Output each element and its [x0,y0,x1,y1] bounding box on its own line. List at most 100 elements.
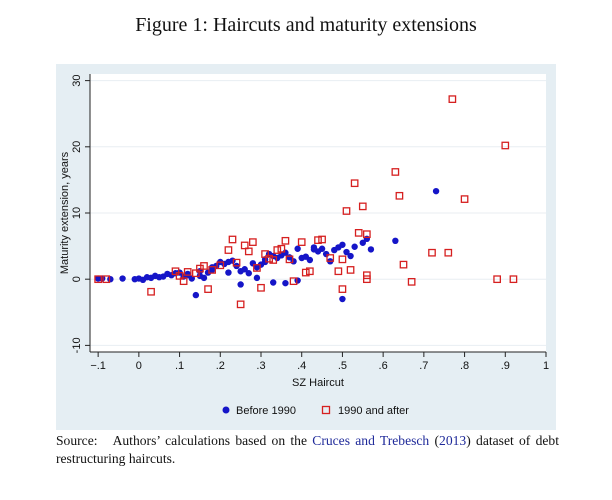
y-tick-label: 20 [71,141,83,153]
point-1990-and-after [269,256,278,264]
legend-marker-before [222,406,230,414]
point-1990-and-after [236,300,245,309]
point-1990-and-after [285,255,294,264]
point-1990-and-after [448,95,457,104]
point-before-1990 [432,187,440,195]
point-1990-and-after [428,248,436,257]
point-1990-and-after [179,277,188,286]
point-before-1990 [322,250,330,258]
point-1990-and-after [460,195,469,203]
point-1990-and-after [273,246,282,254]
point-1990-and-after [363,230,371,239]
point-1990-and-after [183,268,192,276]
point-1990-and-after [358,202,367,211]
point-1990-and-after [257,283,265,292]
point-1990-and-after [175,272,184,280]
point-1990-and-after [391,168,400,176]
y-tick-label: 30 [71,74,83,86]
point-1990-and-after [253,264,261,272]
y-tick-label: -10 [71,337,83,353]
point-before-1990 [253,274,261,282]
x-tick-label: −.1 [90,360,106,372]
point-1990-and-after [289,277,298,286]
point-1990-and-after [244,247,253,256]
source-text-after: dataset of debt restructuring haircuts. [56,433,559,466]
legend-label-after: 1990 and after [338,405,409,417]
point-1990-and-after [407,277,416,286]
x-tick-label: .2 [216,360,225,372]
point-before-1990 [237,281,244,288]
citation-year-link[interactable]: 2013 [439,433,467,448]
source-note: Source: Authors’ calculations based on t… [56,433,559,466]
point-1990-and-after [444,248,453,257]
point-before-1990 [343,248,350,256]
point-1990-and-after [326,254,335,262]
point-before-1990 [351,243,358,250]
y-tick-label: 0 [71,276,83,282]
point-1990-and-after [208,266,216,274]
data-points [94,95,518,309]
point-1990-and-after [493,275,501,284]
point-before-1990 [347,252,354,260]
point-1990-and-after [338,285,347,293]
y-ticks: -10 0 10 20 30 [71,74,90,353]
legend-label-before: Before 1990 [236,405,296,417]
point-1990-and-after [228,235,237,244]
point-before-1990 [363,235,371,243]
legend-marker-after [321,405,331,415]
x-ticks: −.1 0 .1 .2 .3 .4 .5 .6 .7 .8 .9 1 [90,352,549,372]
point-1990-and-after [102,275,111,284]
point-1990-and-after [171,267,180,276]
point-1990-and-after [232,258,241,267]
point-1990-and-after [509,275,518,284]
legend: Before 1990 1990 and after [222,405,409,417]
citation-link[interactable]: Cruces and Trebesch [312,433,430,448]
point-before-1990 [367,246,375,253]
point-1990-and-after [200,262,208,270]
point-before-1990 [318,245,326,252]
y-tick-label: 10 [71,207,83,219]
point-1990-and-after [261,250,269,258]
point-before-1990 [339,241,346,248]
point-1990-and-after [338,255,347,264]
point-1990-and-after [363,275,371,284]
point-before-1990 [294,245,301,252]
point-before-1990 [225,269,232,276]
point-1990-and-after [249,238,257,246]
point-before-1990 [306,256,314,264]
gridlines [90,80,546,346]
point-1990-and-after [314,236,322,244]
point-before-1990 [310,244,318,251]
point-1990-and-after [216,261,225,270]
x-tick-label: 1 [543,360,549,372]
x-tick-label: 0 [136,360,142,372]
point-1990-and-after [395,191,404,200]
point-1990-and-after [281,236,290,245]
point-before-1990 [245,270,252,277]
point-before-1990 [241,266,248,273]
point-1990-and-after [334,267,343,276]
x-tick-label: .1 [175,360,184,372]
y-axis-label: Maturity extension, years [59,151,71,274]
point-before-1990 [282,279,289,287]
point-1990-and-after [399,260,408,269]
point-1990-and-after [224,246,233,254]
point-before-1990 [359,239,366,246]
x-tick-label: .9 [501,360,510,372]
point-before-1990 [282,249,289,256]
point-before-1990 [99,275,106,282]
point-before-1990 [229,257,236,264]
point-before-1990 [392,237,399,244]
point-before-1990 [200,274,208,282]
point-1990-and-after [318,235,326,244]
point-1990-and-after [501,141,510,150]
point-1990-and-after [240,241,249,250]
point-before-1990 [261,258,269,266]
point-before-1990 [294,277,301,284]
x-tick-label: .3 [256,360,265,372]
point-before-1990 [119,275,126,282]
point-before-1990 [339,295,346,303]
point-1990-and-after [301,268,310,277]
source-prefix: Source: [56,433,98,448]
point-1990-and-after [363,271,371,280]
